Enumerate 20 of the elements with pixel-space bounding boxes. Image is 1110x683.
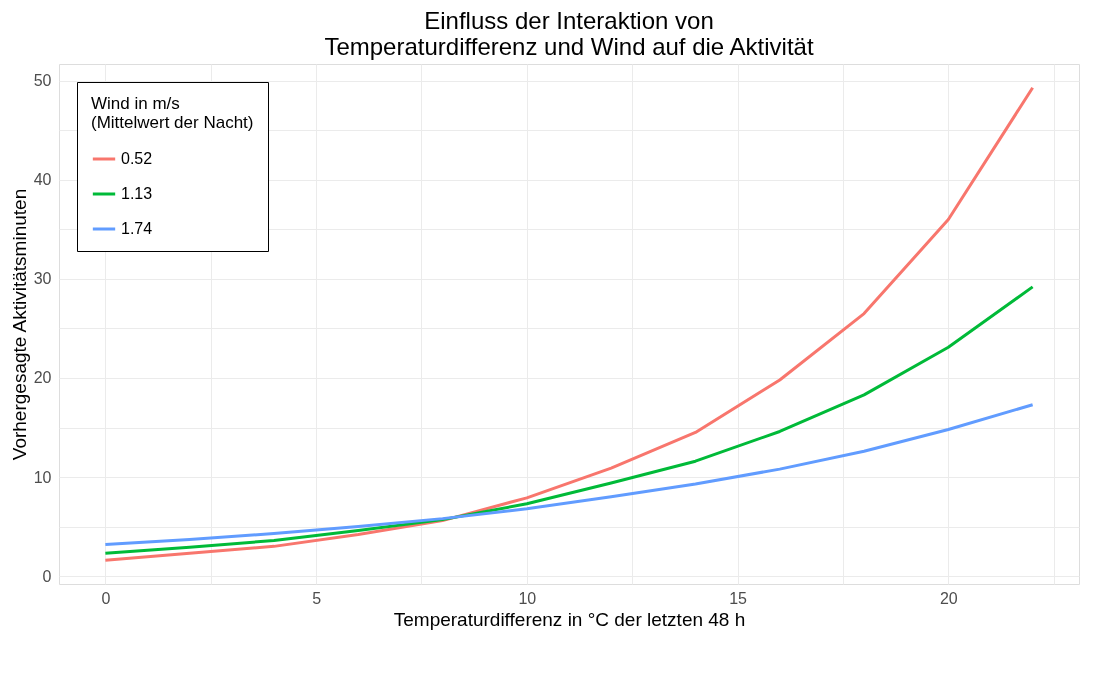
y-tick-label: 40 xyxy=(33,171,52,189)
y-tick-label: 20 xyxy=(33,369,52,387)
y-tick-label: 50 xyxy=(33,72,52,90)
legend-title: Wind in m/s (Mittelwert der Nacht) xyxy=(91,94,254,132)
legend-label: 0.52 xyxy=(121,150,153,167)
line-series xyxy=(103,403,1035,546)
x-axis-title: Temperaturdifferenz in °C der letzten 48 h xyxy=(393,608,746,630)
y-tick-label: 10 xyxy=(33,468,52,486)
legend-label: 1.13 xyxy=(121,185,153,202)
x-tick-label: 20 xyxy=(939,589,958,607)
y-tick-label: 0 xyxy=(42,567,52,585)
line-series xyxy=(103,285,1035,555)
x-tick-label: 0 xyxy=(101,589,111,607)
y-tick-label: 30 xyxy=(33,270,52,288)
x-tick-label: 5 xyxy=(312,589,322,607)
y-axis-title: Vorhergesagte Aktivitätsminuten xyxy=(8,188,30,461)
x-tick-label: 15 xyxy=(729,589,748,607)
legend-label: 1.74 xyxy=(121,220,153,237)
x-tick-label: 10 xyxy=(518,589,537,607)
chart-title: Einfluss der Interaktion von Temperaturdifferenz und Wind auf die Aktivität xyxy=(324,7,814,60)
